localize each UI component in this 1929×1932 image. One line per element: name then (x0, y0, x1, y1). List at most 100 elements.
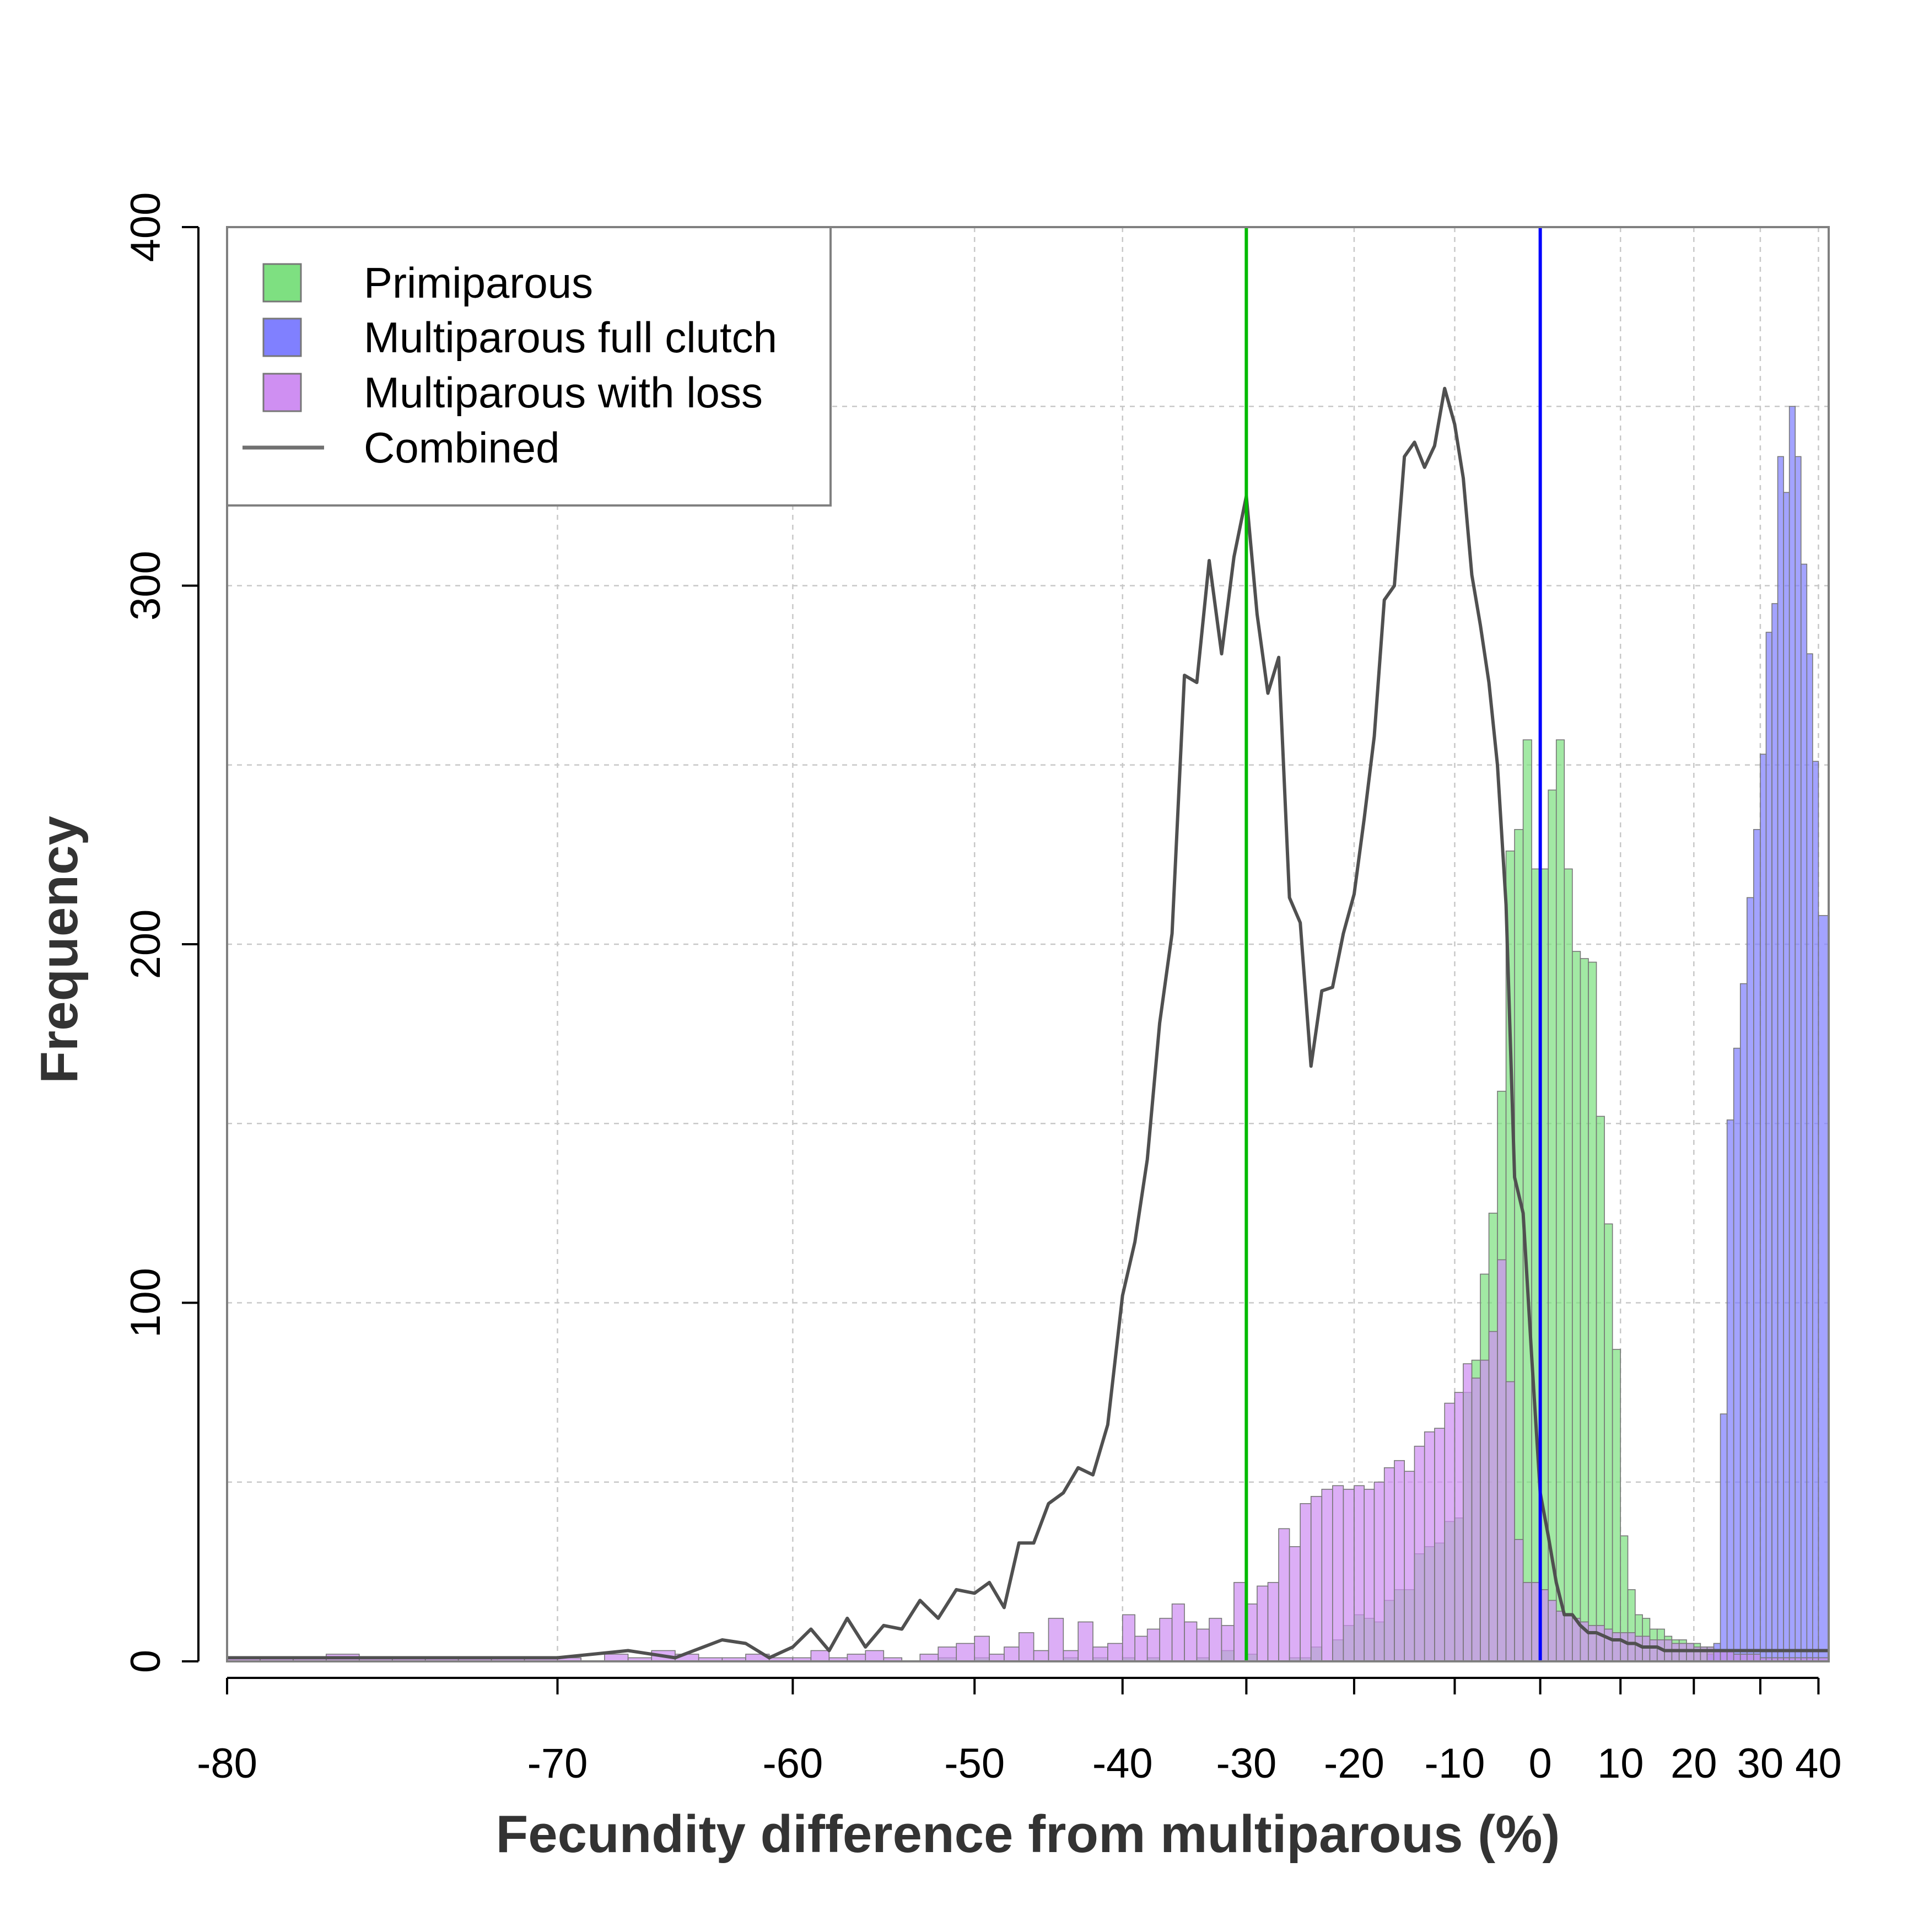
histogram-bar (1480, 1359, 1490, 1662)
y-tick-label: 200 (122, 910, 169, 980)
histogram-bar (1783, 492, 1790, 1662)
histogram-bar (1777, 456, 1784, 1662)
histogram-bar (1671, 1643, 1680, 1662)
histogram-bar (937, 1646, 957, 1662)
histogram-bar (810, 1650, 830, 1662)
histogram-bar (1788, 406, 1796, 1662)
histogram-bar (1596, 1116, 1605, 1662)
histogram-bar (1733, 1047, 1741, 1662)
histogram-bar (1771, 603, 1779, 1662)
histogram-bar (1765, 632, 1772, 1662)
histogram-bar (1383, 1467, 1395, 1662)
histogram-bar (1564, 868, 1573, 1662)
legend-label: Multiparous full clutch (364, 313, 777, 362)
histogram-bar (1434, 1428, 1445, 1662)
histogram-bar (1354, 1485, 1365, 1662)
histogram-bar (1678, 1643, 1687, 1662)
histogram-bar (1184, 1621, 1198, 1662)
histogram-bar (1746, 897, 1754, 1662)
histogram-bar (1004, 1646, 1020, 1662)
histogram-bar (1343, 1488, 1355, 1662)
legend-swatch (262, 263, 302, 303)
axes: -80 -70 -60 -50 -40 -30 -20 -10 0 10 20 30 400100200… (122, 192, 1842, 1787)
series-multiparous-full-clutch (1706, 406, 1829, 1662)
histogram-bar (1092, 1646, 1108, 1662)
histogram-bar (956, 1643, 976, 1662)
histogram-bar (1514, 829, 1524, 1662)
histogram-bar (1572, 951, 1581, 1662)
y-tick-label: 0 (122, 1650, 169, 1673)
histogram-bar (1514, 1539, 1524, 1662)
histogram-bar (1048, 1618, 1064, 1662)
reference-lines (1244, 227, 1542, 1661)
histogram-bar (1505, 1381, 1515, 1662)
histogram-bar (1404, 1471, 1415, 1662)
histogram-bar (1604, 1628, 1613, 1662)
histogram-bar (1642, 1635, 1651, 1662)
histogram-bar (1686, 1643, 1695, 1662)
histogram-bar (1564, 1614, 1573, 1662)
x-tick-label: 40 (1795, 1740, 1842, 1787)
histogram-bars (227, 406, 1829, 1662)
x-tick-label: -80 (197, 1740, 257, 1787)
histogram-bar (1063, 1650, 1079, 1662)
histogram-bar (1107, 1643, 1123, 1662)
x-tick-label: -50 (944, 1740, 1005, 1787)
histogram-bar (1267, 1582, 1279, 1662)
x-tick-label: 10 (1597, 1740, 1644, 1787)
histogram-bar (1760, 754, 1767, 1662)
histogram-bar (1588, 1625, 1597, 1662)
histogram-bar (1454, 1392, 1464, 1662)
x-tick-label: -40 (1092, 1740, 1153, 1787)
y-tick-label: 300 (122, 551, 169, 621)
histogram-bar (1209, 1618, 1222, 1662)
histogram-bar (865, 1650, 885, 1662)
x-tick-label: -70 (527, 1740, 588, 1787)
histogram-bar (1522, 1582, 1532, 1662)
histogram-bar (1812, 761, 1819, 1662)
histogram-bar (1077, 1621, 1093, 1662)
y-axis-title: Frequency (30, 816, 89, 1083)
histogram-bar (1364, 1488, 1375, 1662)
histogram-bar (1424, 1431, 1435, 1662)
histogram-bar (1635, 1635, 1643, 1662)
histogram-bar (974, 1635, 990, 1662)
histogram-bar (1033, 1650, 1049, 1662)
x-tick-label: -60 (762, 1740, 823, 1787)
legend-label: Primiparous (364, 259, 593, 307)
legend: Primiparous Multiparous full clutch Multip… (226, 226, 832, 507)
x-axis-title: Fecundity difference from multiparous (%… (496, 1805, 1560, 1864)
histogram-bar (1522, 739, 1532, 1662)
x-tick-label: 20 (1671, 1740, 1717, 1787)
legend-swatch (262, 317, 302, 357)
histogram-bar (1649, 1639, 1658, 1662)
legend-box (226, 226, 832, 507)
x-tick-label: 0 (1528, 1740, 1551, 1787)
y-tick-label: 100 (122, 1268, 169, 1338)
x-tick-label: -10 (1425, 1740, 1485, 1787)
histogram-bar (1596, 1625, 1605, 1662)
histogram-bar (1321, 1488, 1333, 1662)
histogram-bar (1159, 1618, 1173, 1662)
series-multiparous-with-loss (227, 1259, 1829, 1662)
histogram-bar (1463, 1363, 1473, 1662)
legend-label: Combined (364, 423, 560, 472)
histogram-bar (1627, 1632, 1636, 1662)
histogram-bar (1818, 915, 1829, 1662)
combined-line-layer (227, 386, 1829, 1660)
histogram-bar (1233, 1582, 1247, 1662)
histogram-bar (1739, 983, 1748, 1662)
histogram-bar (1196, 1628, 1210, 1662)
histogram-bar (1471, 1377, 1481, 1662)
histogram-bar (1612, 1349, 1621, 1662)
histogram-bar (1555, 1611, 1565, 1662)
histogram-bar (1146, 1628, 1160, 1662)
histogram-bar (1257, 1585, 1269, 1662)
histogram-bar (1300, 1503, 1312, 1662)
x-tick-label: 30 (1737, 1740, 1784, 1787)
histogram-bar (1444, 1402, 1456, 1662)
histogram-bar (1289, 1546, 1301, 1662)
plot-frame (226, 226, 1830, 1662)
